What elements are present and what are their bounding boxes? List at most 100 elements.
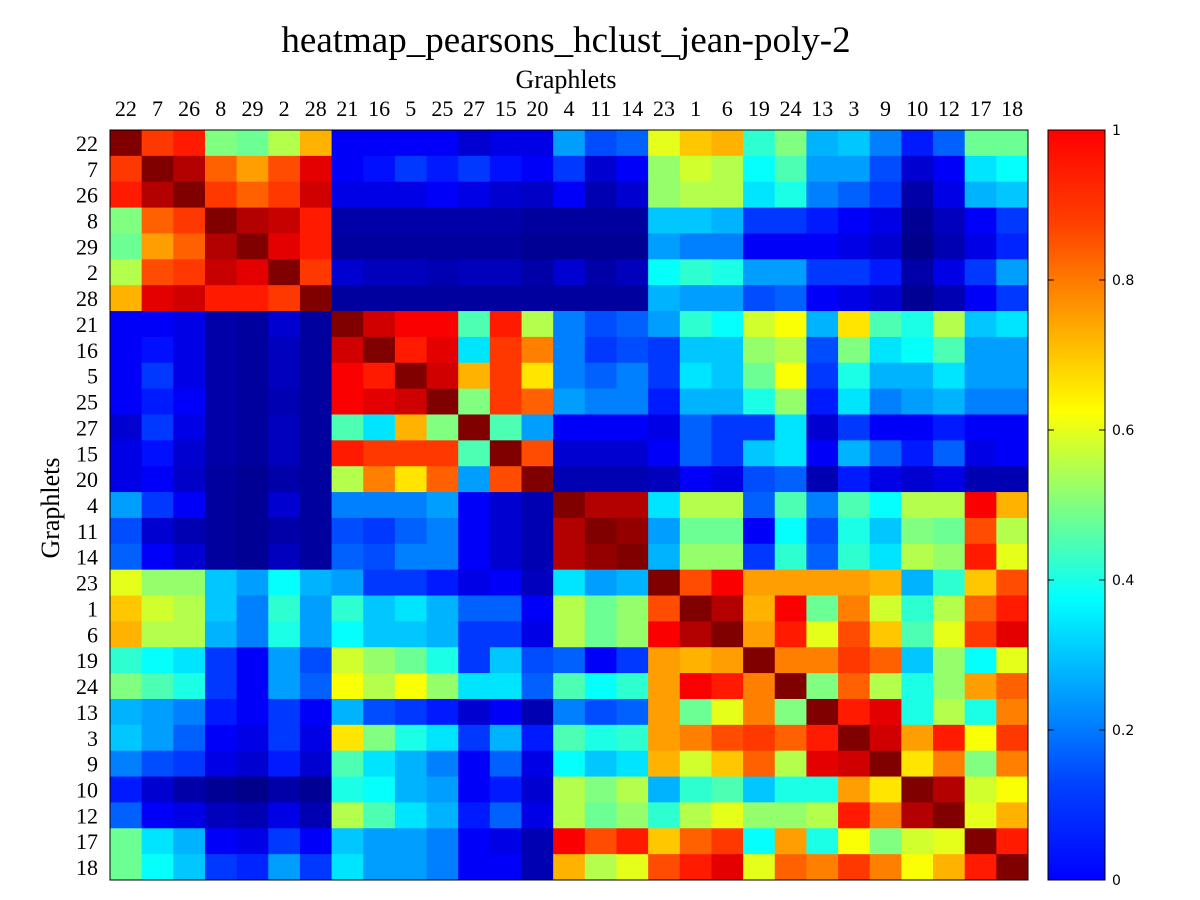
heatmap-cell [933,233,966,260]
heatmap-cell [394,569,428,597]
heatmap-cell [901,233,934,260]
heatmap-cell [648,569,681,597]
heatmap-cell [426,259,459,286]
heatmap-cell [806,440,839,467]
heatmap-cell [743,492,776,519]
heatmap-cell [584,621,617,648]
heatmap-cell [426,750,459,778]
heatmap-cell [363,698,396,726]
heatmap-cell [743,750,776,778]
heatmap-cell [110,155,143,183]
heatmap-cell [679,285,712,312]
x-tick-label: 9 [880,96,891,121]
heatmap-cell [110,673,143,700]
heatmap-cell [964,207,997,234]
heatmap-cell [394,285,428,312]
heatmap-cell [110,311,143,338]
heatmap-cell [521,259,554,286]
heatmap-cell [489,621,523,648]
heatmap-cell [521,828,554,855]
heatmap-cell [141,466,174,493]
y-tick-label: 14 [76,545,98,570]
heatmap-cell [743,621,776,648]
heatmap-cell [774,673,807,700]
y-tick-label: 8 [87,209,98,234]
heatmap-cell [521,414,554,441]
heatmap-cell [299,233,333,260]
heatmap-cell [110,388,143,415]
heatmap-cell [743,414,776,441]
heatmap-cell [774,466,807,493]
heatmap-cell [584,750,617,778]
heatmap-cell [173,673,206,700]
heatmap-cell [648,828,681,855]
heatmap-cell [521,569,554,597]
heatmap-cell [806,233,839,260]
heatmap-cell [838,828,871,855]
heatmap-cell [869,181,902,209]
heatmap-cell [141,155,174,183]
heatmap-cell [268,621,301,648]
heatmap-cell [743,543,776,571]
heatmap-cell [236,336,269,364]
y-tick-label: 4 [87,493,98,518]
heatmap-cell [584,595,617,622]
heatmap-cell [901,569,934,597]
heatmap-cell [743,802,776,829]
heatmap-cell [648,647,681,674]
heatmap-cell [110,569,143,597]
heatmap-cell [458,698,491,726]
heatmap-cell [553,207,586,234]
heatmap-cell [648,259,681,286]
heatmap-cell [996,854,1029,881]
heatmap-cell [648,362,681,390]
heatmap-cell [616,776,649,803]
x-tick-label: 18 [1001,96,1023,121]
heatmap-cell [204,724,238,752]
heatmap-cell [458,543,491,571]
heatmap-cell [711,724,744,752]
heatmap-cell [774,698,807,726]
heatmap-cell [964,517,997,545]
heatmap-cell [268,802,301,829]
heatmap-cell [806,492,839,519]
heatmap-cell [236,285,269,312]
heatmap-cell [521,440,554,467]
x-tick-label: 17 [970,96,992,121]
heatmap-cell [996,233,1029,260]
heatmap-cell [679,388,712,415]
heatmap-cell [964,776,997,803]
y-tick-label: 24 [76,674,98,699]
heatmap-cell [584,440,617,467]
heatmap-cell [964,750,997,778]
heatmap-cell [173,311,206,338]
heatmap-cell [806,698,839,726]
heatmap-cell [489,543,523,571]
heatmap-cell [806,181,839,209]
heatmap-cell [901,130,934,157]
heatmap-cell [743,336,776,364]
heatmap-cell [489,388,523,415]
heatmap-cell [299,492,333,519]
heatmap-cell [331,362,364,390]
heatmap-cell [838,698,871,726]
x-tick-label: 6 [722,96,733,121]
heatmap-cell [584,181,617,209]
heatmap-cell [426,802,459,829]
x-tick-label: 25 [431,96,453,121]
heatmap-cell [268,311,301,338]
heatmap-cell [964,621,997,648]
heatmap-cell [141,724,174,752]
heatmap-cell [774,311,807,338]
heatmap-cell [521,854,554,881]
y-tick-label: 3 [87,726,98,751]
heatmap-cell [299,259,333,286]
heatmap-cell [363,311,396,338]
heatmap-cell [173,440,206,467]
heatmap-cell [236,440,269,467]
y-tick-label: 10 [76,777,98,802]
heatmap-cell [458,388,491,415]
heatmap-cell [996,259,1029,286]
heatmap-cell [838,207,871,234]
heatmap-cell [458,802,491,829]
